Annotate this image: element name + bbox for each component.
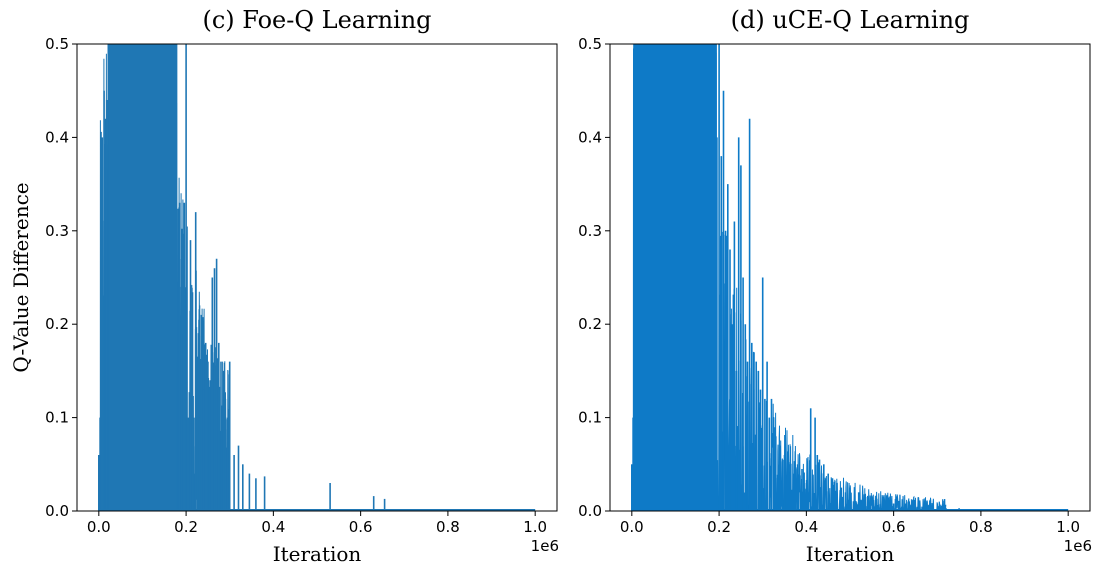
plot-area xyxy=(630,44,1069,511)
y-tick-label: 0.4 xyxy=(578,128,602,146)
y-tick-label: 0.2 xyxy=(45,315,69,333)
y-tick-label: 0.1 xyxy=(578,409,602,427)
y-tick-label: 0.5 xyxy=(578,35,602,53)
x-tick-label: 0.0 xyxy=(87,518,111,536)
x-tick-label: 0.8 xyxy=(969,518,993,536)
y-tick-label: 0.2 xyxy=(578,315,602,333)
chart-title: (c) Foe-Q Learning xyxy=(202,6,431,34)
axes-frame xyxy=(76,43,558,512)
y-tick-label: 0.1 xyxy=(45,409,69,427)
x-tick-label: 1.0 xyxy=(523,518,547,536)
x-tick-label: 0.6 xyxy=(349,518,373,536)
x-offset-label: 1e6 xyxy=(1064,537,1092,555)
x-tick-label: 0.8 xyxy=(436,518,460,536)
y-tick-label: 0.4 xyxy=(45,128,69,146)
series-fill xyxy=(107,44,178,511)
y-tick-label: 0.0 xyxy=(45,502,69,520)
x-tick-label: 0.4 xyxy=(794,518,818,536)
axes-frame xyxy=(609,43,1091,512)
x-tick-label: 1.0 xyxy=(1056,518,1080,536)
y-tick-label: 0.3 xyxy=(45,222,69,240)
chart-title: (d) uCE-Q Learning xyxy=(731,6,970,34)
y-tick-label: 0.5 xyxy=(45,35,69,53)
y-tick-label: 0.3 xyxy=(578,222,602,240)
x-tick-label: 0.2 xyxy=(707,518,731,536)
x-tick-label: 0.4 xyxy=(261,518,285,536)
x-offset-label: 1e6 xyxy=(531,537,559,555)
plot-area xyxy=(98,44,536,511)
x-tick-label: 0.0 xyxy=(620,518,644,536)
x-tick-label: 0.2 xyxy=(174,518,198,536)
series-fill xyxy=(633,44,717,511)
chart-panel-1: 0.0 0.2 0.4 0.6 0.8 1.0 0.0 0.1 0.2 0.3 0.4 0.5 1e6 I… xyxy=(578,6,1092,566)
x-axis-title: Iteration xyxy=(806,542,895,566)
chart-panel-0: 0.0 0.2 0.4 0.6 0.8 1.0 0.0 0.1 0.2 0.3 0.4 0.5 1e6 I… xyxy=(9,6,559,566)
y-tick-label: 0.0 xyxy=(578,502,602,520)
x-tick-label: 0.6 xyxy=(882,518,906,536)
y-axis-title: Q-Value Difference xyxy=(9,182,33,372)
x-axis-title: Iteration xyxy=(273,542,362,566)
